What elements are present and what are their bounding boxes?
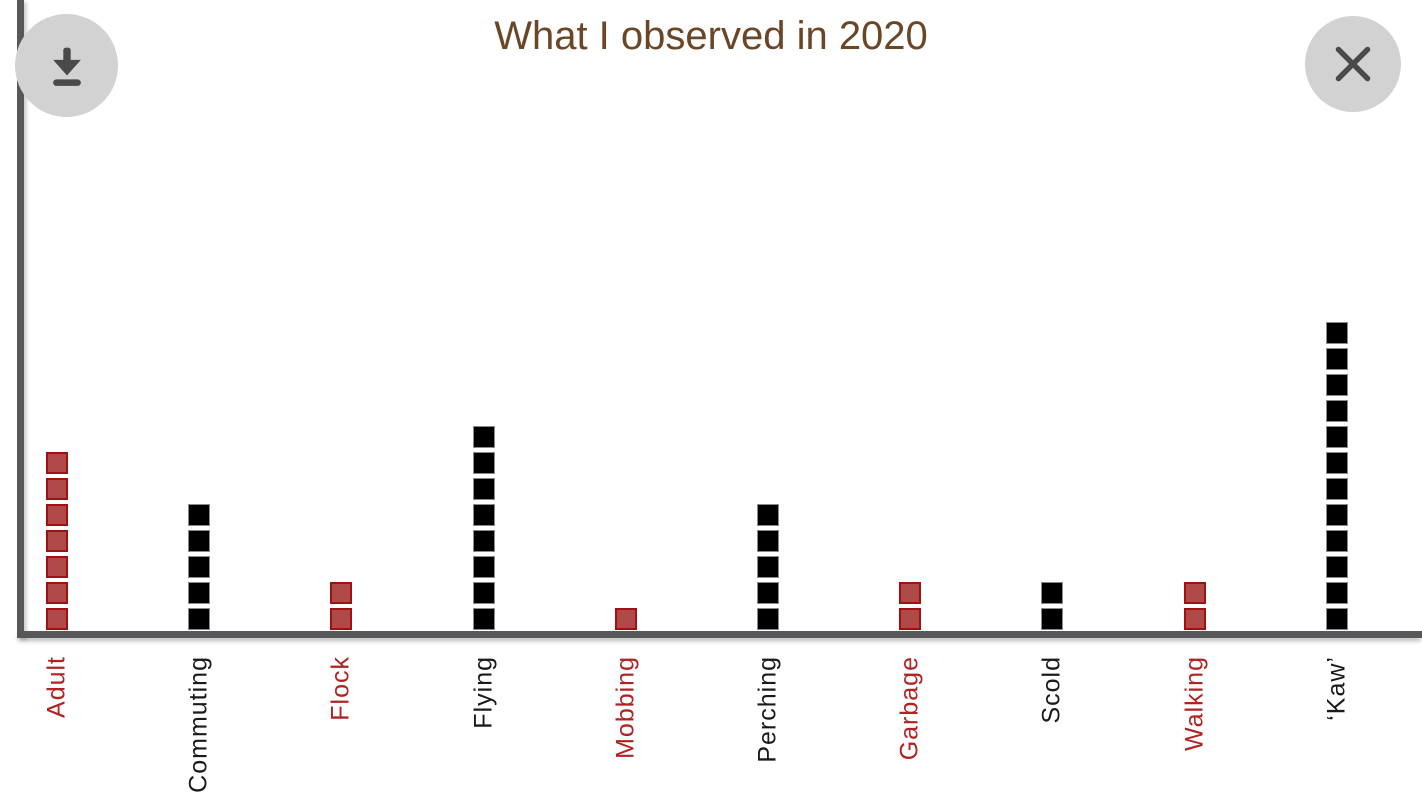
unit-square bbox=[1325, 374, 1348, 396]
unit-square bbox=[1325, 582, 1348, 604]
unit-square bbox=[46, 582, 68, 604]
unit-square bbox=[46, 556, 68, 578]
unit-square bbox=[330, 608, 353, 630]
unit-square bbox=[614, 608, 637, 630]
unit-square bbox=[1325, 348, 1348, 370]
x-tick-label: Flying bbox=[469, 656, 498, 729]
bar-column bbox=[1325, 318, 1348, 630]
x-tick-label: Adult bbox=[42, 656, 71, 718]
x-tick-label: Mobbing bbox=[611, 656, 640, 759]
download-button[interactable] bbox=[15, 14, 118, 117]
bar-column bbox=[46, 448, 68, 630]
x-axis-line bbox=[17, 631, 1422, 638]
bar-column bbox=[472, 422, 495, 630]
unit-square bbox=[472, 582, 495, 604]
y-axis-line bbox=[17, 0, 24, 638]
unit-square bbox=[472, 608, 495, 630]
unit-square bbox=[899, 608, 922, 630]
unit-square bbox=[46, 608, 68, 630]
unit-square bbox=[1325, 556, 1348, 578]
unit-square bbox=[472, 452, 495, 474]
unit-square bbox=[899, 582, 922, 604]
unit-square bbox=[188, 556, 211, 578]
x-tick-label: Scold bbox=[1037, 656, 1066, 724]
bar-column bbox=[614, 604, 637, 630]
unit-square bbox=[1183, 582, 1206, 604]
bar-column bbox=[1041, 578, 1064, 630]
unit-square bbox=[188, 504, 211, 526]
unit-square bbox=[1325, 504, 1348, 526]
x-tick-label: Flock bbox=[326, 656, 355, 721]
close-button[interactable] bbox=[1305, 16, 1401, 112]
chart-title: What I observed in 2020 bbox=[494, 14, 928, 58]
unit-square bbox=[46, 478, 68, 500]
unit-square bbox=[188, 582, 211, 604]
unit-square bbox=[472, 530, 495, 552]
unit-square bbox=[330, 582, 353, 604]
unit-square bbox=[1325, 478, 1348, 500]
x-tick-label: Perching bbox=[753, 656, 782, 763]
unit-square bbox=[188, 530, 211, 552]
unit-square bbox=[1041, 582, 1064, 604]
unit-square bbox=[472, 556, 495, 578]
close-icon bbox=[1328, 39, 1378, 89]
bar-column bbox=[330, 578, 353, 630]
bar-column bbox=[188, 500, 211, 630]
unit-square bbox=[472, 504, 495, 526]
unit-square bbox=[472, 426, 495, 448]
unit-square bbox=[757, 608, 779, 630]
bar-column bbox=[899, 578, 922, 630]
unit-square bbox=[188, 608, 211, 630]
unit-square bbox=[1325, 426, 1348, 448]
unit-square bbox=[46, 452, 68, 474]
bar-column bbox=[1183, 578, 1206, 630]
x-tick-label: ‘Kaw’ bbox=[1322, 656, 1351, 721]
unit-square bbox=[1325, 608, 1348, 630]
unit-square bbox=[1183, 608, 1206, 630]
unit-square bbox=[757, 556, 779, 578]
unit-square bbox=[1041, 608, 1064, 630]
unit-square bbox=[1325, 530, 1348, 552]
unit-square bbox=[46, 530, 68, 552]
bar-column bbox=[757, 500, 779, 630]
unit-square bbox=[757, 530, 779, 552]
x-tick-label: Garbage bbox=[895, 656, 924, 761]
unit-square bbox=[1325, 322, 1348, 344]
download-icon bbox=[41, 40, 93, 92]
unit-square bbox=[757, 582, 779, 604]
unit-square bbox=[472, 478, 495, 500]
unit-square bbox=[1325, 400, 1348, 422]
unit-square bbox=[46, 504, 68, 526]
x-tick-label: Walking bbox=[1180, 656, 1209, 751]
unit-square bbox=[1325, 452, 1348, 474]
unit-square bbox=[757, 504, 779, 526]
x-tick-label: Commuting bbox=[184, 656, 213, 793]
